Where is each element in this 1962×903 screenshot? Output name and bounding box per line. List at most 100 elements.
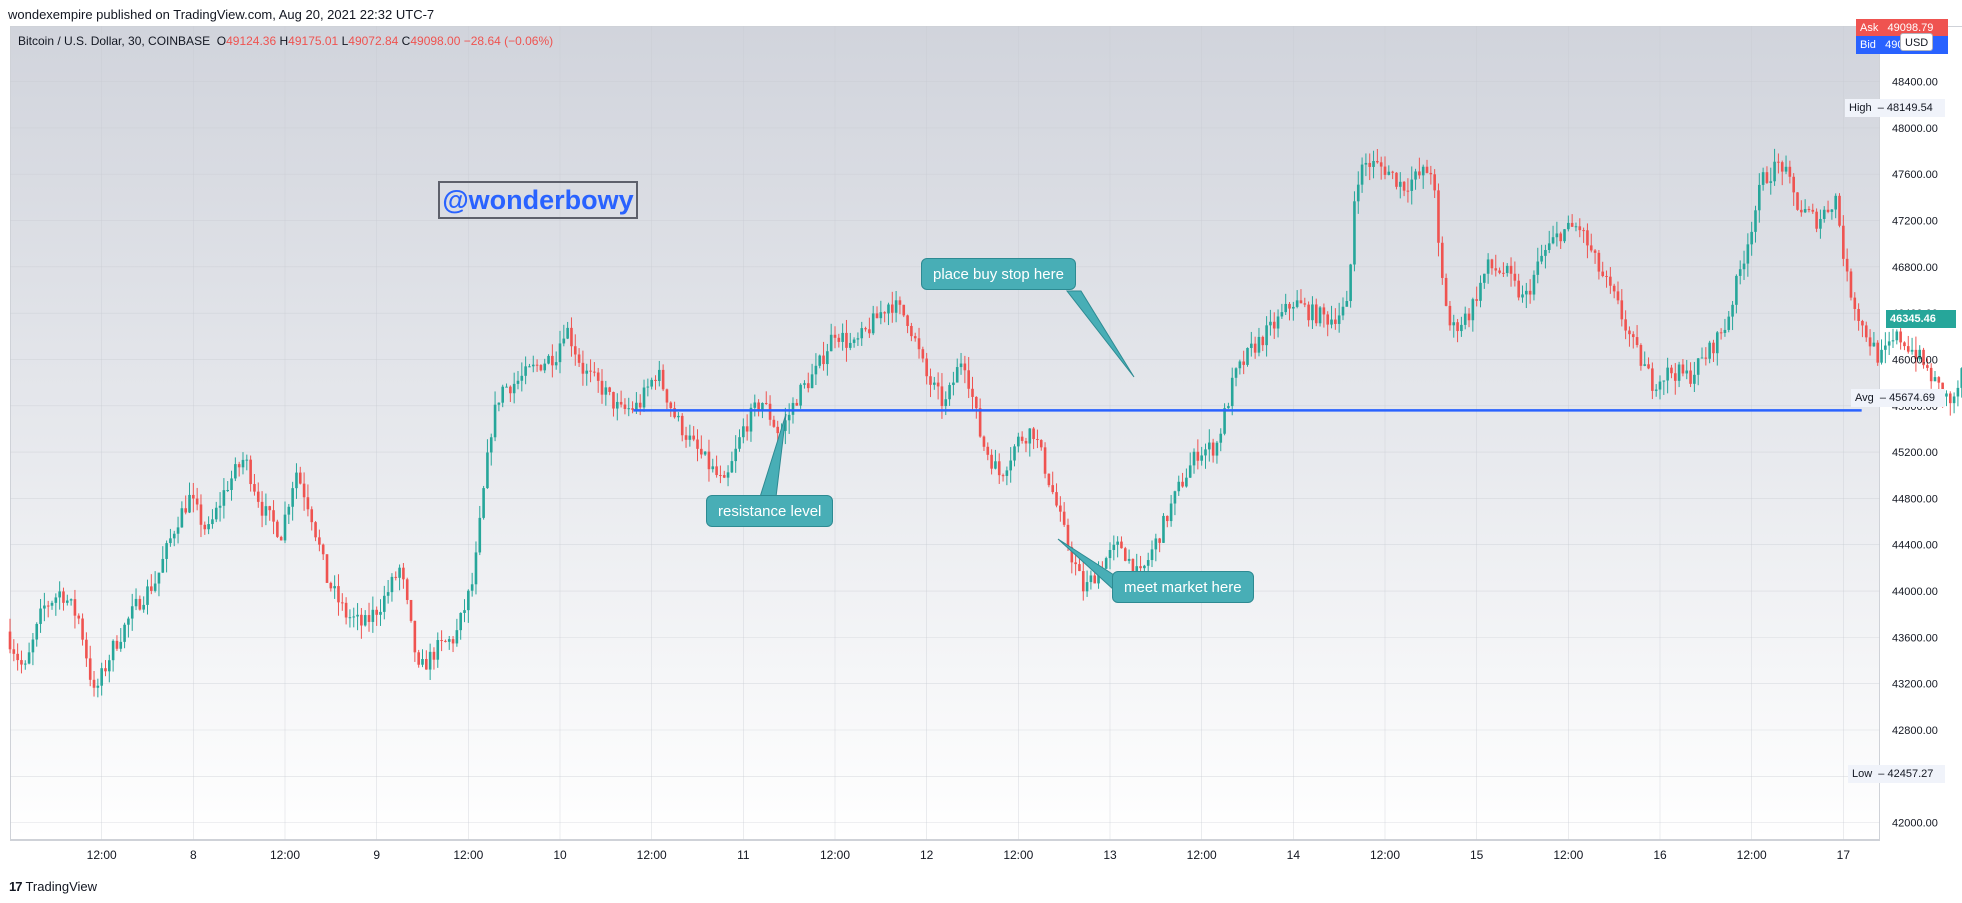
candle (623, 398, 627, 415)
candle (428, 643, 432, 680)
candle (352, 607, 356, 628)
candle (146, 579, 149, 615)
x-axis-labels: 12:00 8 12:00 9 12:00 10 12:00 11 12:00 12 12:00 13… (87, 848, 1851, 862)
candle-body (604, 387, 608, 395)
candle-body (558, 343, 562, 363)
candle (1398, 172, 1402, 199)
candle (1643, 351, 1647, 367)
candle-body (749, 407, 753, 432)
candle (566, 321, 569, 340)
candle (1047, 473, 1051, 488)
callout-resistance[interactable]: resistance level (706, 495, 834, 527)
candle-body (673, 408, 676, 418)
candle-body (1505, 265, 1509, 274)
candle-body (432, 651, 436, 660)
candle-body (1685, 370, 1689, 374)
candle-body (772, 419, 776, 427)
candle-body (738, 437, 741, 449)
candle (1635, 325, 1639, 348)
candle-body (1887, 341, 1891, 346)
x-tick-label: 12 (920, 848, 934, 862)
candle (1842, 215, 1845, 267)
candle-body (764, 402, 768, 404)
candle-body (12, 649, 16, 654)
y-tick-label: 46800.00 (1892, 262, 1938, 274)
candle (1028, 428, 1032, 457)
candle-body (46, 605, 50, 607)
candle-body (1047, 473, 1051, 486)
candle (306, 484, 310, 517)
candle-body (1670, 367, 1673, 374)
candle-body (566, 327, 569, 339)
candle (1444, 273, 1448, 307)
candle-body (787, 414, 791, 421)
candle-body (913, 336, 917, 339)
candle (1651, 362, 1654, 400)
callout-buy-stop[interactable]: place buy stop here (921, 258, 1076, 290)
currency-button[interactable]: USD (1900, 33, 1934, 51)
candle (1910, 337, 1914, 355)
candle (1024, 437, 1028, 453)
candle (1200, 446, 1203, 466)
candle-body (1780, 162, 1784, 172)
candle-body (39, 608, 42, 624)
candle (1051, 471, 1055, 495)
candle (1123, 546, 1127, 562)
candle (1612, 283, 1616, 299)
candle (272, 500, 275, 535)
candle (1062, 502, 1066, 527)
candle-body (58, 591, 61, 598)
callout-meet-market[interactable]: meet market here (1112, 571, 1254, 603)
candle-body (1784, 166, 1788, 172)
candle-body (1792, 176, 1795, 193)
candle (982, 435, 986, 452)
candle (726, 465, 730, 487)
candle (806, 372, 810, 393)
candle (31, 633, 35, 666)
candle-body (482, 488, 485, 518)
candle (1895, 329, 1899, 345)
candle-body (100, 668, 103, 686)
candle-body (1337, 315, 1341, 324)
candle-body (619, 401, 623, 405)
candle-body (314, 522, 317, 538)
candle-body (898, 300, 902, 305)
candle-body (929, 376, 932, 385)
candle-body (451, 639, 455, 644)
candle (848, 332, 852, 351)
candle (1601, 261, 1605, 278)
candle-body (1112, 544, 1116, 551)
candle (1616, 281, 1620, 305)
candle-body (230, 478, 233, 490)
candle-body (85, 639, 88, 659)
candle (661, 364, 665, 392)
candle (142, 596, 145, 613)
candle (463, 599, 466, 623)
candle-body (184, 508, 187, 513)
candle (73, 589, 77, 629)
candle-body (302, 483, 306, 498)
candle (360, 608, 363, 639)
candle-body (722, 475, 726, 478)
candle-body (436, 640, 440, 660)
candle (1483, 273, 1486, 289)
candle-body (1609, 276, 1612, 286)
candle-body (253, 484, 256, 492)
candle-body (260, 501, 264, 516)
candle (302, 472, 306, 511)
tradingview-brand[interactable]: 17 TradingView (9, 879, 98, 894)
candle-body (761, 402, 764, 411)
time-scale[interactable] (10, 840, 1880, 873)
candle (157, 572, 161, 597)
price-scale[interactable] (1880, 26, 1962, 840)
candle-body (172, 533, 176, 539)
candle-body (486, 452, 489, 489)
candle (1914, 336, 1918, 372)
candle-body (776, 426, 780, 434)
candle-body (658, 369, 661, 382)
candle-body (108, 660, 111, 672)
candle (1456, 318, 1459, 343)
candle (1104, 556, 1108, 570)
candle (1410, 166, 1414, 205)
